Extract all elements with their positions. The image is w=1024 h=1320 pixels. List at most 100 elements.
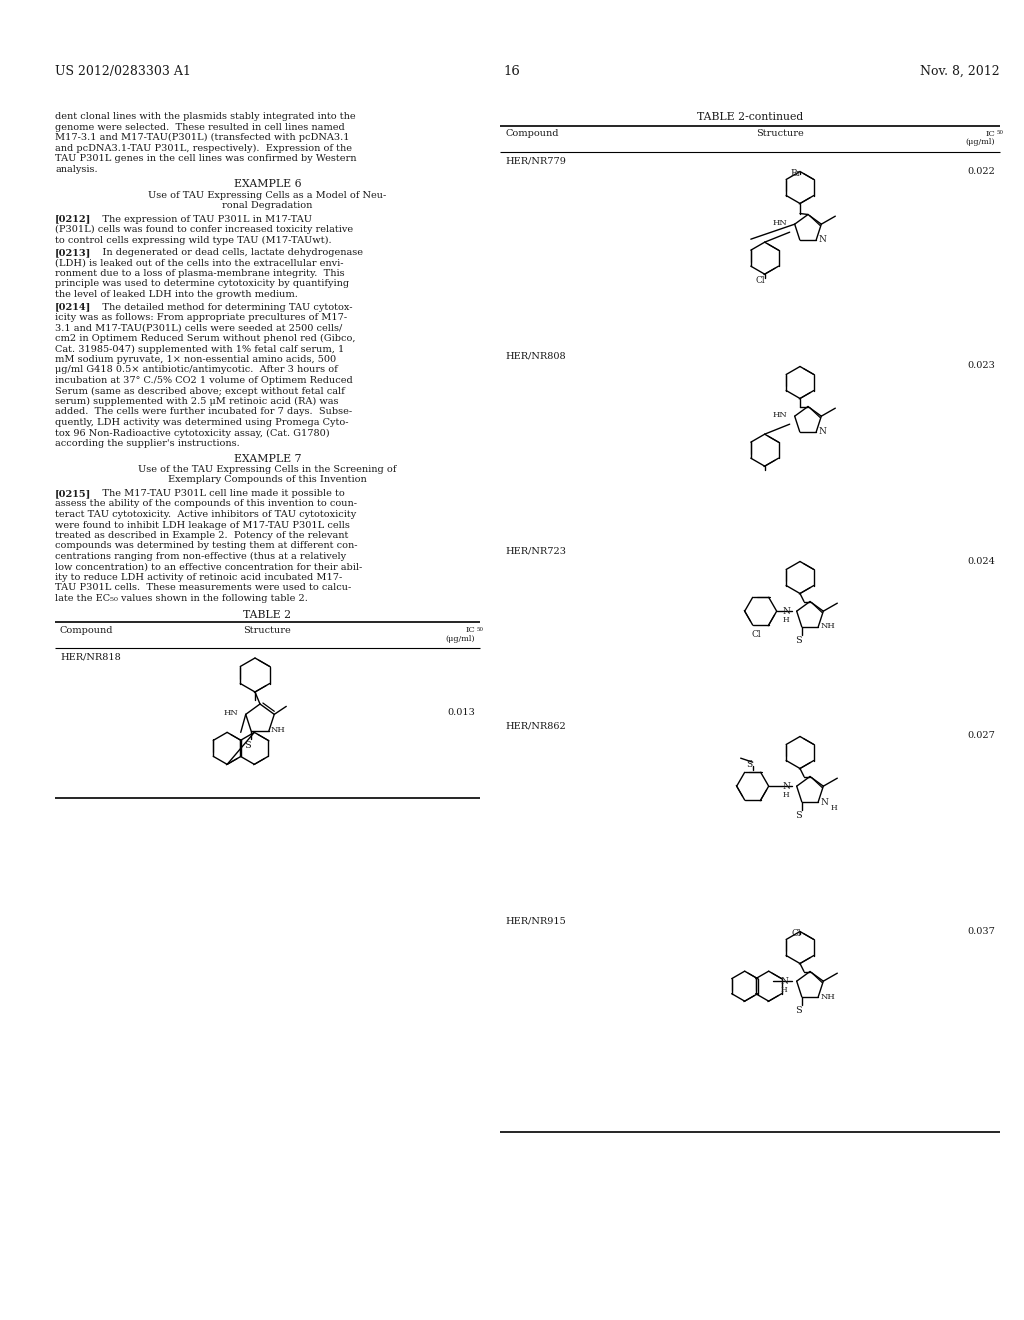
Text: (LDH) is leaked out of the cells into the extracellular envi-: (LDH) is leaked out of the cells into th… (55, 259, 343, 268)
Text: NH: NH (820, 993, 835, 1001)
Text: N: N (820, 797, 828, 807)
Text: compounds was determined by testing them at different con-: compounds was determined by testing them… (55, 541, 357, 550)
Text: [0215]: [0215] (55, 488, 91, 498)
Text: incubation at 37° C./5% CO2 1 volume of Optimem Reduced: incubation at 37° C./5% CO2 1 volume of … (55, 376, 352, 385)
Text: The expression of TAU P301L in M17-TAU: The expression of TAU P301L in M17-TAU (93, 214, 312, 223)
Text: TAU P301L cells.  These measurements were used to calcu-: TAU P301L cells. These measurements were… (55, 583, 351, 593)
Text: Use of the TAU Expressing Cells in the Screening of: Use of the TAU Expressing Cells in the S… (138, 465, 396, 474)
Text: EXAMPLE 6: EXAMPLE 6 (233, 180, 301, 189)
Text: N: N (782, 783, 791, 791)
Text: 16: 16 (504, 65, 520, 78)
Text: Nov. 8, 2012: Nov. 8, 2012 (921, 65, 1000, 78)
Text: HN: HN (773, 219, 787, 227)
Text: S: S (244, 741, 251, 750)
Text: HER/NR818: HER/NR818 (60, 653, 121, 663)
Text: Cl: Cl (756, 276, 766, 285)
Text: icity was as follows: From appropriate precultures of M17-: icity was as follows: From appropriate p… (55, 313, 347, 322)
Text: N: N (818, 235, 826, 244)
Text: 0.024: 0.024 (967, 557, 995, 565)
Text: HER/NR779: HER/NR779 (505, 157, 566, 165)
Text: US 2012/0283303 A1: US 2012/0283303 A1 (55, 65, 190, 78)
Text: H: H (782, 791, 790, 799)
Text: H: H (782, 616, 790, 624)
Text: principle was used to determine cytotoxicity by quantifying: principle was used to determine cytotoxi… (55, 280, 349, 289)
Text: S: S (796, 810, 802, 820)
Text: S: S (796, 636, 802, 645)
Text: μg/ml G418 0.5× antibiotic/antimycotic.  After 3 hours of: μg/ml G418 0.5× antibiotic/antimycotic. … (55, 366, 338, 375)
Text: according the supplier's instructions.: according the supplier's instructions. (55, 440, 240, 447)
Text: HER/NR723: HER/NR723 (505, 546, 566, 556)
Text: dent clonal lines with the plasmids stably integrated into the: dent clonal lines with the plasmids stab… (55, 112, 355, 121)
Text: serum) supplemented with 2.5 μM retinoic acid (RA) was: serum) supplemented with 2.5 μM retinoic… (55, 397, 339, 407)
Text: 3.1 and M17-TAU(P301L) cells were seeded at 2500 cells/: 3.1 and M17-TAU(P301L) cells were seeded… (55, 323, 342, 333)
Text: 0.022: 0.022 (967, 166, 995, 176)
Text: HER/NR915: HER/NR915 (505, 916, 565, 925)
Text: mM sodium pyruvate, 1× non-essential amino acids, 500: mM sodium pyruvate, 1× non-essential ami… (55, 355, 336, 364)
Text: HN: HN (223, 709, 239, 717)
Text: 0.023: 0.023 (967, 362, 995, 371)
Text: 50: 50 (477, 627, 484, 632)
Text: cm2 in Optimem Reduced Serum without phenol red (Gibco,: cm2 in Optimem Reduced Serum without phe… (55, 334, 355, 343)
Text: Structure: Structure (244, 626, 292, 635)
Text: The detailed method for determining TAU cytotox-: The detailed method for determining TAU … (93, 302, 352, 312)
Text: In degenerated or dead cells, lactate dehydrogenase: In degenerated or dead cells, lactate de… (93, 248, 362, 257)
Text: centrations ranging from non-effective (thus at a relatively: centrations ranging from non-effective (… (55, 552, 346, 561)
Text: N: N (782, 607, 791, 616)
Text: Serum (same as described above; except without fetal calf: Serum (same as described above; except w… (55, 387, 345, 396)
Text: (P301L) cells was found to confer increased toxicity relative: (P301L) cells was found to confer increa… (55, 224, 353, 234)
Text: S: S (796, 1006, 802, 1015)
Text: N: N (780, 977, 788, 986)
Text: [0212]: [0212] (55, 214, 91, 223)
Text: Br: Br (791, 169, 802, 178)
Text: M17-3.1 and M17-TAU(P301L) (transfected with pcDNA3.1: M17-3.1 and M17-TAU(P301L) (transfected … (55, 133, 349, 143)
Text: genome were selected.  These resulted in cell lines named: genome were selected. These resulted in … (55, 123, 345, 132)
Text: (μg/ml): (μg/ml) (966, 139, 995, 147)
Text: [0214]: [0214] (55, 302, 91, 312)
Text: TABLE 2-continued: TABLE 2-continued (697, 112, 803, 121)
Text: ronal Degradation: ronal Degradation (222, 201, 312, 210)
Text: (μg/ml): (μg/ml) (445, 635, 475, 643)
Text: treated as described in Example 2.  Potency of the relevant: treated as described in Example 2. Poten… (55, 531, 348, 540)
Text: The M17-TAU P301L cell line made it possible to: The M17-TAU P301L cell line made it poss… (93, 488, 345, 498)
Text: ronment due to a loss of plasma-membrane integrity.  This: ronment due to a loss of plasma-membrane… (55, 269, 345, 279)
Text: Compound: Compound (60, 626, 114, 635)
Text: HN: HN (773, 411, 787, 420)
Text: IC: IC (985, 129, 995, 137)
Text: N: N (818, 426, 826, 436)
Text: NH: NH (820, 622, 835, 630)
Text: and pcDNA3.1-TAU P301L, respectively).  Expression of the: and pcDNA3.1-TAU P301L, respectively). E… (55, 144, 352, 153)
Text: low concentration) to an effective concentration for their abil-: low concentration) to an effective conce… (55, 562, 362, 572)
Text: quently, LDH activity was determined using Promega Cyto-: quently, LDH activity was determined usi… (55, 418, 348, 426)
Text: 0.013: 0.013 (447, 708, 475, 717)
Text: teract TAU cytotoxicity.  Active inhibitors of TAU cytotoxicity: teract TAU cytotoxicity. Active inhibito… (55, 510, 356, 519)
Text: EXAMPLE 7: EXAMPLE 7 (233, 454, 301, 463)
Text: 0.027: 0.027 (967, 731, 995, 741)
Text: the level of leaked LDH into the growth medium.: the level of leaked LDH into the growth … (55, 290, 298, 300)
Text: Use of TAU Expressing Cells as a Model of Neu-: Use of TAU Expressing Cells as a Model o… (148, 190, 387, 199)
Text: [0213]: [0213] (55, 248, 91, 257)
Text: Cat. 31985-047) supplemented with 1% fetal calf serum, 1: Cat. 31985-047) supplemented with 1% fet… (55, 345, 344, 354)
Text: TAU P301L genes in the cell lines was confirmed by Western: TAU P301L genes in the cell lines was co… (55, 154, 356, 162)
Text: Structure: Structure (756, 129, 804, 139)
Text: Cl: Cl (751, 630, 761, 639)
Text: assess the ability of the compounds of this invention to coun-: assess the ability of the compounds of t… (55, 499, 357, 508)
Text: late the EC₅₀ values shown in the following table 2.: late the EC₅₀ values shown in the follow… (55, 594, 308, 603)
Text: H: H (830, 804, 837, 812)
Text: NH: NH (270, 726, 286, 734)
Text: HER/NR808: HER/NR808 (505, 351, 565, 360)
Text: Exemplary Compounds of this Invention: Exemplary Compounds of this Invention (168, 475, 367, 484)
Text: 0.037: 0.037 (967, 927, 995, 936)
Text: HER/NR862: HER/NR862 (505, 722, 565, 730)
Text: IC: IC (465, 626, 475, 634)
Text: were found to inhibit LDH leakage of M17-TAU P301L cells: were found to inhibit LDH leakage of M17… (55, 520, 350, 529)
Text: to control cells expressing wild type TAU (M17-TAUwt).: to control cells expressing wild type TA… (55, 235, 332, 244)
Text: ity to reduce LDH activity of retinoic acid incubated M17-: ity to reduce LDH activity of retinoic a… (55, 573, 342, 582)
Text: Cl: Cl (792, 929, 801, 939)
Text: added.  The cells were further incubated for 7 days.  Subse-: added. The cells were further incubated … (55, 408, 352, 417)
Text: Compound: Compound (505, 129, 558, 139)
Text: TABLE 2: TABLE 2 (244, 610, 292, 619)
Text: S: S (746, 760, 753, 770)
Text: H: H (780, 986, 787, 994)
Text: 50: 50 (997, 131, 1004, 136)
Text: tox 96 Non-Radioactive cytotoxicity assay, (Cat. G1780): tox 96 Non-Radioactive cytotoxicity assa… (55, 429, 330, 438)
